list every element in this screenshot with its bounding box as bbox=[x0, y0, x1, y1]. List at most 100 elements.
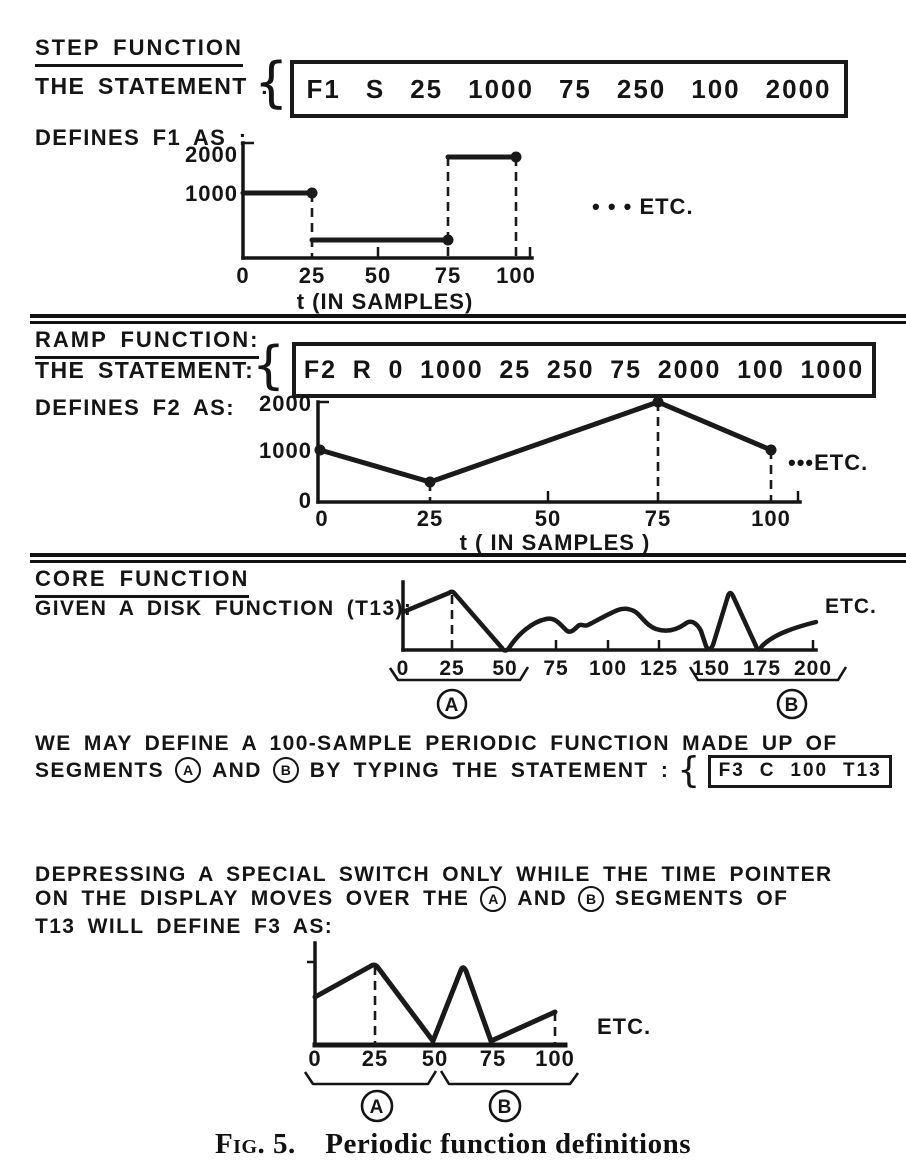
data-point bbox=[652, 396, 664, 408]
section-divider bbox=[30, 553, 906, 563]
ramp-statement-label: THE STATEMENT: bbox=[35, 357, 255, 383]
step-defines-label: DEFINES F1 AS : bbox=[35, 125, 248, 150]
stmt-token: C bbox=[759, 760, 776, 781]
x-tick-label: 25 bbox=[439, 657, 464, 680]
f3-curve bbox=[312, 962, 558, 1044]
core-chart-svg: 0 25 50 75 100 125 150 175 200 A B ETC. bbox=[388, 580, 877, 720]
stmt-token: 75 bbox=[610, 355, 643, 384]
segment-b-brace bbox=[439, 1070, 580, 1086]
stmt-token: 1000 bbox=[800, 355, 865, 384]
stmt-token: 75 bbox=[558, 73, 592, 104]
line2-post: BY TYPING THE STATEMENT : bbox=[309, 758, 670, 782]
x-tick-label: 75 bbox=[645, 506, 671, 531]
stmt-token: 2000 bbox=[657, 355, 722, 384]
x-tick-label: 50 bbox=[492, 657, 517, 680]
x-tick-label: 125 bbox=[640, 657, 678, 680]
stmt-token: 0 bbox=[388, 355, 405, 384]
segment-b-label: B bbox=[785, 695, 800, 716]
ramp-statement-box: F2 R 0 1000 25 250 75 2000 100 1000 bbox=[292, 342, 876, 398]
f3-chart-svg: 0 25 50 75 100 A B ETC. bbox=[303, 941, 651, 1123]
segment-a-label: A bbox=[370, 1097, 385, 1118]
etc-annotation: •••ETC. bbox=[788, 450, 868, 475]
x-tick-label: 75 bbox=[543, 657, 568, 680]
x-tick-label: 100 bbox=[589, 657, 627, 680]
stmt-token: F3 bbox=[718, 760, 745, 781]
ramp-line bbox=[317, 399, 774, 485]
define-paragraph-line1: WE MAY DEFINE A 100-SAMPLE PERIODIC FUNC… bbox=[35, 732, 838, 755]
stmt-token: 100 bbox=[790, 760, 829, 781]
x-axis-label: t ( IN SAMPLES ) bbox=[460, 530, 651, 555]
x-tick-label: 100 bbox=[496, 263, 536, 288]
segment-a-circle bbox=[360, 1089, 394, 1123]
step-statement-label: THE STATEMENT : bbox=[35, 73, 270, 99]
y-tick-label: 2000 bbox=[185, 142, 238, 167]
stmt-token: S bbox=[365, 73, 386, 104]
segment-b-inline: B bbox=[272, 757, 299, 783]
f3-statement-brace: { bbox=[677, 750, 701, 791]
x-tick-label: 150 bbox=[692, 657, 730, 680]
data-point bbox=[314, 444, 326, 456]
segment-a-label: A bbox=[445, 695, 460, 716]
x-tick-label: 0 bbox=[315, 506, 328, 531]
x-tick-label: 0 bbox=[308, 1046, 321, 1071]
x-tick-label: 100 bbox=[535, 1046, 575, 1071]
x-tick-label: 200 bbox=[794, 657, 832, 680]
y-tick-label: 1000 bbox=[259, 438, 312, 463]
x-tick-label: 75 bbox=[480, 1046, 506, 1071]
x-tick-label: 50 bbox=[535, 506, 561, 531]
core-given-label: GIVEN A DISK FUNCTION (T13): bbox=[35, 597, 413, 620]
switch-paragraph-line2: ON THE DISPLAY MOVES OVER THE A AND B SE… bbox=[35, 885, 789, 913]
line2-pre: SEGMENTS bbox=[35, 758, 165, 782]
x-tick-label: 50 bbox=[422, 1046, 448, 1071]
segment-b-circle bbox=[776, 688, 808, 720]
x-tick-label: 25 bbox=[417, 506, 443, 531]
x-tick-label: 175 bbox=[743, 657, 781, 680]
line2-mid: AND bbox=[517, 887, 568, 911]
stmt-token: 25 bbox=[499, 355, 532, 384]
segment-b-label: B bbox=[498, 1097, 513, 1118]
stmt-token: R bbox=[352, 355, 373, 384]
x-tick-label: 75 bbox=[435, 263, 461, 288]
disk-function-curve bbox=[400, 589, 819, 653]
line2-pre: ON THE DISPLAY MOVES OVER THE bbox=[35, 887, 470, 911]
y-tick-label: 0 bbox=[299, 488, 312, 513]
stmt-token: 250 bbox=[616, 73, 667, 104]
data-point bbox=[765, 444, 777, 456]
x-tick-label: 0 bbox=[236, 263, 249, 288]
y-tick-label: 2000 bbox=[259, 391, 312, 416]
x-tick-label: 100 bbox=[751, 506, 791, 531]
data-point bbox=[510, 151, 522, 163]
segment-a-inline: A bbox=[480, 885, 507, 912]
stmt-token: 1000 bbox=[468, 73, 534, 104]
segment-a-circle bbox=[436, 688, 468, 720]
stmt-token: T13 bbox=[842, 760, 882, 781]
caption-prefix: Fig. 5. bbox=[214, 1128, 296, 1160]
x-axis-label: t (IN SAMPLES) bbox=[297, 289, 474, 314]
etc-annotation: ETC. bbox=[597, 1014, 651, 1039]
segment-b-circle bbox=[488, 1089, 522, 1123]
etc-annotation: • • • ETC. bbox=[592, 194, 694, 219]
ramp-statement-brace: { bbox=[252, 336, 286, 396]
stmt-token: 100 bbox=[691, 73, 741, 104]
caption-text: Periodic function definitions bbox=[325, 1128, 692, 1160]
switch-paragraph-line1: DEPRESSING A SPECIAL SWITCH ONLY WHILE T… bbox=[35, 863, 833, 886]
x-tick-label: 50 bbox=[365, 263, 391, 288]
etc-annotation: ETC. bbox=[825, 595, 877, 618]
y-tick-label: 1000 bbox=[185, 181, 238, 206]
segment-a-brace bbox=[388, 666, 530, 682]
segment-b-inline: B bbox=[578, 885, 605, 912]
line2-post: SEGMENTS OF bbox=[615, 887, 789, 911]
stmt-token: 2000 bbox=[765, 73, 832, 104]
data-point bbox=[442, 234, 454, 246]
x-tick-label: 25 bbox=[362, 1046, 388, 1071]
stmt-token: F1 bbox=[306, 73, 341, 104]
segment-a-inline: A bbox=[175, 757, 202, 783]
step-statement-box: F1 S 25 1000 75 250 100 2000 bbox=[290, 60, 848, 118]
stmt-token: F2 bbox=[303, 355, 338, 384]
data-point bbox=[306, 187, 318, 199]
define-paragraph-line2: SEGMENTS A AND B BY TYPING THE STATEMENT… bbox=[35, 750, 893, 791]
step-section-heading: STEP FUNCTION bbox=[35, 34, 243, 67]
ramp-defines-label: DEFINES F2 AS: bbox=[35, 395, 235, 420]
step-chart-svg: 2000 1000 0 25 50 75 100 t (IN SAMPLES) … bbox=[185, 141, 694, 314]
